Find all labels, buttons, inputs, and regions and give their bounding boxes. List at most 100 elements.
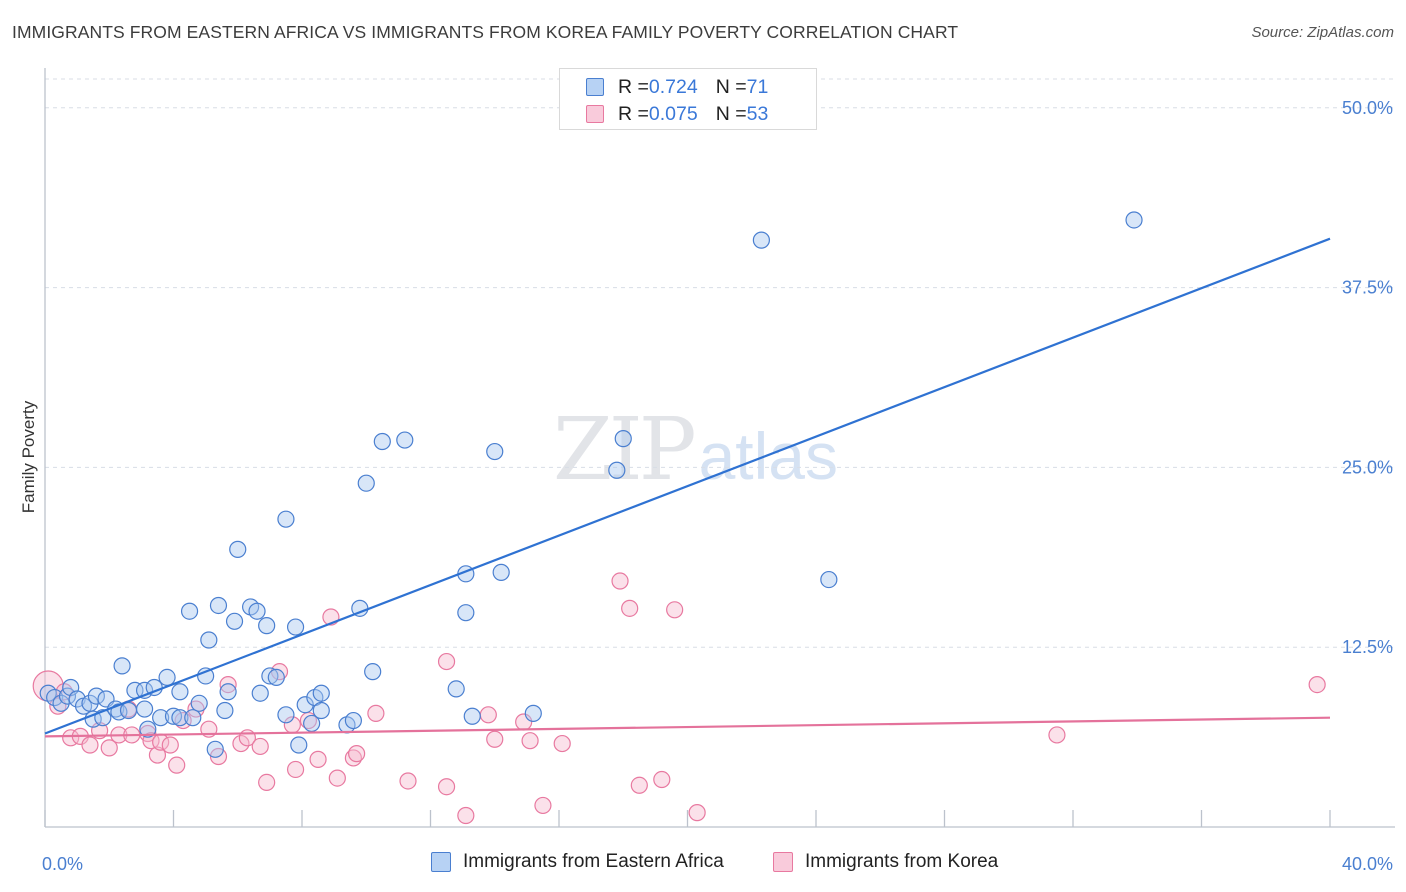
series-eastern-africa-points bbox=[39, 211, 1143, 758]
legend-r-value: 0.724 bbox=[648, 75, 698, 98]
legend-r-value: 0.075 bbox=[648, 102, 698, 125]
point-korea bbox=[486, 730, 504, 748]
series-korea-points bbox=[32, 572, 1326, 825]
point-korea bbox=[309, 750, 327, 768]
point-eastern-africa bbox=[463, 707, 481, 725]
point-eastern-africa bbox=[357, 474, 375, 492]
point-korea bbox=[457, 806, 475, 825]
legend-n-value: 53 bbox=[746, 102, 769, 125]
point-eastern-africa bbox=[119, 701, 138, 720]
point-korea bbox=[100, 739, 118, 757]
point-eastern-africa bbox=[184, 709, 202, 727]
point-korea bbox=[251, 737, 269, 756]
trend-lines bbox=[44, 237, 1331, 738]
point-eastern-africa bbox=[190, 694, 208, 712]
point-eastern-africa bbox=[373, 432, 391, 451]
point-eastern-africa bbox=[524, 704, 542, 722]
point-eastern-africa bbox=[258, 617, 276, 635]
point-eastern-africa bbox=[312, 684, 330, 702]
point-eastern-africa bbox=[296, 696, 314, 714]
point-korea bbox=[219, 675, 237, 694]
point-eastern-africa bbox=[614, 430, 632, 448]
point-korea bbox=[168, 756, 186, 774]
point-korea bbox=[161, 736, 179, 754]
legend-n-label: N = bbox=[715, 75, 747, 98]
legend-item-eastern-africa[interactable]: Immigrants from Eastern Africa bbox=[431, 851, 724, 873]
point-eastern-africa bbox=[364, 663, 382, 681]
y-tick-label: 25.0% bbox=[1342, 457, 1393, 477]
legend-row-korea: R = 0.075 N = 53 bbox=[586, 102, 768, 126]
point-eastern-africa bbox=[752, 231, 770, 249]
y-axis-title: Family Poverty bbox=[19, 400, 38, 513]
legend-item-korea[interactable]: Immigrants from Korea bbox=[773, 851, 998, 873]
legend-swatch-pink bbox=[773, 852, 793, 872]
point-eastern-africa bbox=[158, 668, 176, 687]
point-korea bbox=[328, 769, 346, 787]
grid-lines bbox=[45, 78, 1395, 648]
point-korea bbox=[688, 804, 706, 822]
point-korea bbox=[553, 734, 571, 753]
point-eastern-africa bbox=[229, 540, 247, 558]
point-korea bbox=[521, 732, 539, 750]
y-tick-label: 37.5% bbox=[1342, 278, 1393, 298]
point-eastern-africa bbox=[290, 736, 308, 754]
point-korea bbox=[399, 772, 417, 790]
point-eastern-africa bbox=[267, 668, 285, 687]
legend-n-label: N = bbox=[715, 102, 747, 125]
legend-label-eastern-africa: Immigrants from Eastern Africa bbox=[463, 851, 724, 872]
point-korea bbox=[666, 601, 684, 619]
axes bbox=[44, 68, 1395, 828]
legend-swatch-blue bbox=[586, 78, 604, 96]
point-eastern-africa bbox=[219, 683, 237, 701]
point-korea bbox=[653, 770, 671, 789]
point-eastern-africa bbox=[46, 688, 64, 707]
point-eastern-africa bbox=[209, 596, 228, 615]
point-eastern-africa bbox=[225, 612, 244, 630]
point-korea bbox=[1308, 675, 1326, 694]
point-korea bbox=[621, 599, 639, 617]
point-eastern-africa bbox=[277, 706, 295, 724]
point-eastern-africa bbox=[180, 602, 199, 620]
point-korea bbox=[479, 706, 497, 724]
point-eastern-africa bbox=[197, 667, 215, 685]
legend-r-label: R = bbox=[618, 102, 649, 125]
point-korea bbox=[611, 572, 629, 590]
legend-label-korea: Immigrants from Korea bbox=[805, 851, 999, 872]
point-korea bbox=[286, 760, 305, 779]
point-eastern-africa bbox=[396, 431, 414, 449]
point-korea bbox=[437, 652, 456, 671]
point-eastern-africa bbox=[1125, 211, 1143, 229]
chart-title: IMMIGRANTS FROM EASTERN AFRICA VS IMMIGR… bbox=[12, 22, 959, 42]
legend-n-value: 71 bbox=[746, 75, 769, 98]
legend-swatch-blue bbox=[431, 852, 451, 872]
point-eastern-africa bbox=[216, 701, 234, 720]
y-tick-label: 12.5% bbox=[1342, 637, 1393, 657]
series-legend: Immigrants from Eastern Africa Immigrant… bbox=[0, 851, 1406, 877]
point-korea bbox=[1048, 726, 1066, 744]
point-eastern-africa bbox=[261, 667, 279, 685]
point-korea bbox=[630, 776, 648, 794]
point-eastern-africa bbox=[164, 707, 183, 725]
legend-r-label: R = bbox=[618, 75, 649, 98]
point-korea bbox=[148, 746, 167, 764]
point-eastern-africa bbox=[200, 631, 218, 649]
point-eastern-africa bbox=[135, 700, 154, 718]
legend-swatch-pink bbox=[586, 105, 604, 123]
source-label: Source: ZipAtlas.com bbox=[1251, 24, 1394, 41]
point-eastern-africa bbox=[312, 701, 330, 720]
point-eastern-africa bbox=[344, 711, 362, 730]
point-eastern-africa bbox=[68, 690, 86, 708]
trend-line-eastern-africa bbox=[44, 237, 1331, 735]
trend-line-korea bbox=[44, 716, 1331, 738]
point-eastern-africa bbox=[277, 510, 295, 528]
point-korea bbox=[534, 796, 552, 815]
point-eastern-africa bbox=[486, 442, 504, 461]
point-eastern-africa bbox=[608, 461, 626, 479]
x-tick-label: 40.0% bbox=[1342, 854, 1393, 874]
point-eastern-africa bbox=[171, 709, 189, 727]
point-korea bbox=[348, 745, 366, 763]
point-korea bbox=[437, 778, 456, 796]
point-korea bbox=[258, 773, 276, 792]
point-eastern-africa bbox=[457, 604, 475, 622]
